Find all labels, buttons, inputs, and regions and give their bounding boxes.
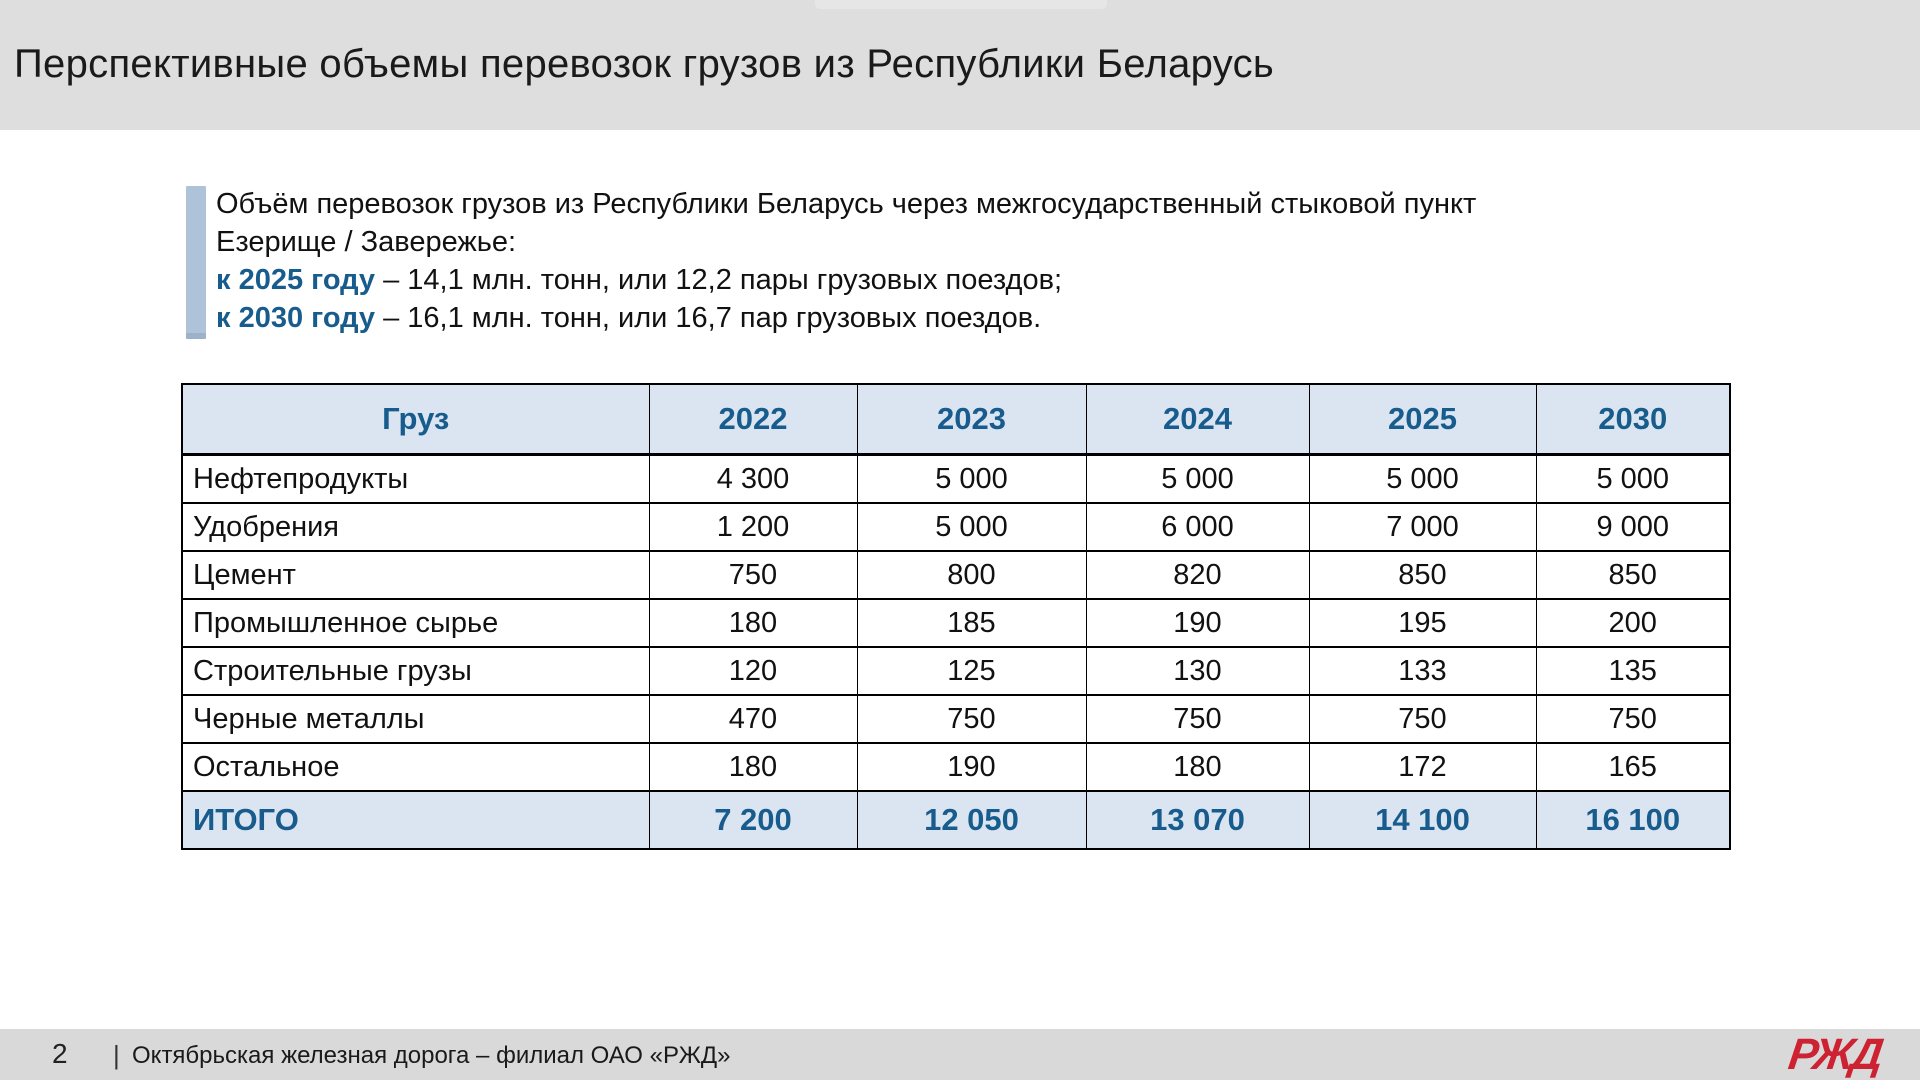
cell-value: 5 000: [856, 453, 1087, 504]
year-2030-value: – 16,1 млн. тонн, или 16,7 пар грузовых …: [375, 302, 1042, 334]
header-2023: 2023: [856, 383, 1087, 456]
table-totals-row: ИТОГО 7 200 12 050 13 070 14 100 16 100: [181, 790, 1731, 850]
totals-value: 16 100: [1535, 790, 1731, 850]
table-row: Промышленное сырье 180 185 190 195 200: [181, 598, 1731, 648]
cell-value: 820: [1085, 550, 1310, 600]
cell-value: 165: [1535, 742, 1731, 792]
table-header-row: Груз 2022 2023 2024 2025 2030: [181, 383, 1731, 456]
cell-value: 750: [1308, 694, 1537, 744]
cell-value: 135: [1535, 646, 1731, 696]
top-strip-decoration: [815, 0, 1107, 9]
cell-value: 5 000: [1535, 453, 1731, 504]
cell-value: 850: [1308, 550, 1537, 600]
rzd-logo: РЖД: [1785, 1030, 1884, 1079]
accent-bar: [186, 186, 206, 339]
cell-value: 6 000: [1085, 502, 1310, 552]
year-2025-value: – 14,1 млн. тонн, или 12,2 пары грузовых…: [375, 264, 1063, 296]
cell-value: 180: [1085, 742, 1310, 792]
cell-value: 133: [1308, 646, 1537, 696]
cell-value: 180: [648, 742, 858, 792]
info-block: Объём перевозок грузов из Республики Бел…: [216, 185, 1476, 337]
row-cargo-name: Черные металлы: [181, 694, 650, 744]
table-row: Остальное 180 190 180 172 165: [181, 742, 1731, 792]
title-band: Перспективные объемы перевозок грузов из…: [0, 0, 1920, 130]
page-title: Перспективные объемы перевозок грузов из…: [14, 42, 1275, 86]
cell-value: 5 000: [856, 502, 1087, 552]
cargo-volume-table: Груз 2022 2023 2024 2025 2030 Нефтепроду…: [181, 383, 1731, 850]
cell-value: 120: [648, 646, 858, 696]
table-row: Цемент 750 800 820 850 850: [181, 550, 1731, 600]
header-2024: 2024: [1085, 383, 1310, 456]
info-line-4: к 2030 году – 16,1 млн. тонн, или 16,7 п…: [216, 299, 1476, 337]
cell-value: 190: [856, 742, 1087, 792]
row-cargo-name: Строительные грузы: [181, 646, 650, 696]
cell-value: 7 000: [1308, 502, 1537, 552]
year-2030-label: к 2030 году: [216, 302, 376, 334]
cell-value: 750: [856, 694, 1087, 744]
row-cargo-name: Промышленное сырье: [181, 598, 650, 648]
table-row: Черные металлы 470 750 750 750 750: [181, 694, 1731, 744]
row-cargo-name: Остальное: [181, 742, 650, 792]
totals-value: 7 200: [648, 790, 858, 850]
footer-bar: 2 | Октябрьская железная дорога – филиал…: [0, 1029, 1920, 1080]
table-row: Удобрения 1 200 5 000 6 000 7 000 9 000: [181, 502, 1731, 552]
row-cargo-name: Удобрения: [181, 502, 650, 552]
cell-value: 5 000: [1308, 453, 1537, 504]
table-row: Строительные грузы 120 125 130 133 135: [181, 646, 1731, 696]
cell-value: 850: [1535, 550, 1731, 600]
header-2022: 2022: [648, 383, 858, 456]
header-2030: 2030: [1535, 383, 1731, 456]
footer-text: Октябрьская железная дорога – филиал ОАО…: [132, 1042, 731, 1069]
cell-value: 1 200: [648, 502, 858, 552]
cell-value: 125: [856, 646, 1087, 696]
cell-value: 470: [648, 694, 858, 744]
table-row: Нефтепродукты 4 300 5 000 5 000 5 000 5 …: [181, 453, 1731, 504]
totals-value: 12 050: [856, 790, 1087, 850]
cell-value: 750: [1085, 694, 1310, 744]
cell-value: 750: [648, 550, 858, 600]
info-line-3: к 2025 году – 14,1 млн. тонн, или 12,2 п…: [216, 261, 1476, 299]
year-2025-label: к 2025 году: [216, 264, 376, 296]
header-2025: 2025: [1308, 383, 1537, 456]
cell-value: 750: [1535, 694, 1731, 744]
cell-value: 130: [1085, 646, 1310, 696]
cell-value: 5 000: [1085, 453, 1310, 504]
cell-value: 195: [1308, 598, 1537, 648]
cell-value: 172: [1308, 742, 1537, 792]
info-line-2: Езерище / Завережье:: [216, 226, 517, 258]
cell-value: 185: [856, 598, 1087, 648]
row-cargo-name: Нефтепродукты: [181, 453, 650, 504]
totals-value: 13 070: [1085, 790, 1310, 850]
row-cargo-name: Цемент: [181, 550, 650, 600]
cell-value: 9 000: [1535, 502, 1731, 552]
page-number: 2: [52, 1038, 68, 1069]
cell-value: 180: [648, 598, 858, 648]
totals-label: ИТОГО: [181, 790, 650, 850]
cell-value: 800: [856, 550, 1087, 600]
header-cargo: Груз: [181, 383, 650, 456]
footer-separator: |: [113, 1040, 120, 1070]
cell-value: 190: [1085, 598, 1310, 648]
info-line-1: Объём перевозок грузов из Республики Бел…: [216, 188, 1477, 220]
cell-value: 4 300: [648, 453, 858, 504]
totals-value: 14 100: [1308, 790, 1537, 850]
cell-value: 200: [1535, 598, 1731, 648]
